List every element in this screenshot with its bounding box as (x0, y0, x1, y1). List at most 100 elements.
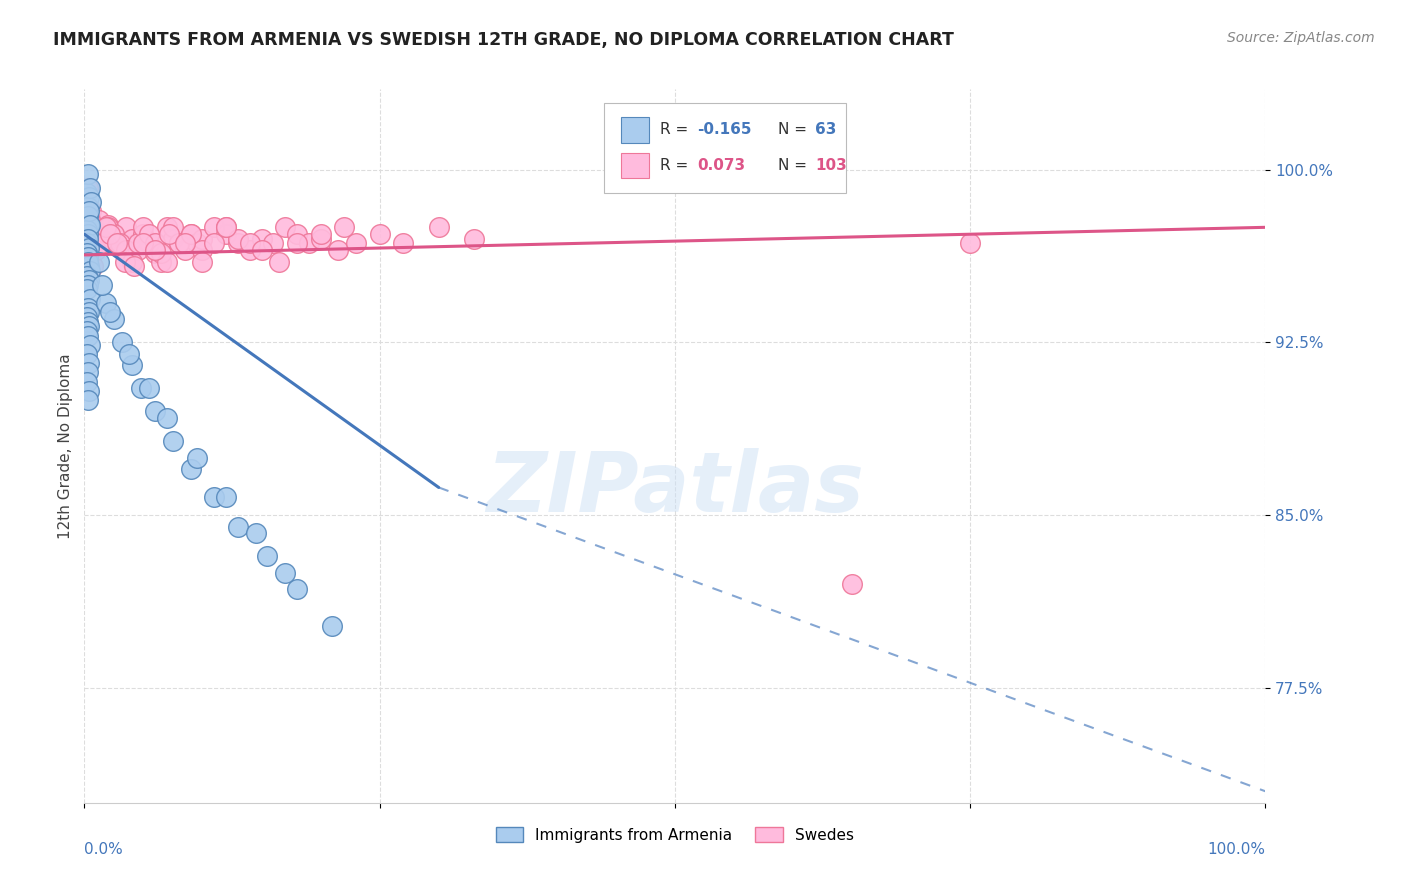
Point (321, 618, 343, 632)
Point (77, 227, 100, 242)
Point (298, 236, 321, 251)
Point (79, 222, 101, 236)
Point (91, 277, 114, 292)
Legend: Immigrants from Armenia, Swedes: Immigrants from Armenia, Swedes (489, 821, 860, 848)
Text: N =: N = (778, 122, 811, 137)
Point (76, 186, 98, 200)
Point (138, 236, 160, 251)
Point (91, 232, 114, 246)
Point (77, 241, 100, 255)
Point (79, 232, 101, 246)
Point (269, 255, 291, 269)
Point (77, 204, 100, 219)
Point (156, 255, 179, 269)
Point (127, 244, 149, 258)
Point (285, 236, 308, 251)
Point (245, 526, 267, 541)
Point (121, 255, 143, 269)
Point (841, 577, 863, 591)
Point (77, 181, 100, 195)
Point (114, 244, 136, 258)
Point (150, 255, 173, 269)
Point (77, 218, 100, 232)
Point (103, 227, 125, 242)
Point (84, 227, 107, 242)
Point (309, 232, 332, 246)
Point (143, 236, 166, 251)
Point (77, 250, 100, 264)
Point (167, 236, 190, 251)
Point (84, 244, 107, 258)
Text: 63: 63 (815, 122, 837, 137)
Point (309, 227, 332, 242)
Point (77, 232, 100, 246)
Point (108, 236, 131, 251)
Point (80, 245, 103, 260)
Point (333, 220, 356, 235)
Point (83, 220, 105, 235)
Point (463, 232, 485, 246)
Point (80, 255, 103, 269)
Point (111, 335, 134, 350)
Point (344, 236, 367, 251)
Point (162, 232, 184, 246)
Point (87, 232, 110, 246)
Point (274, 566, 297, 580)
Point (427, 220, 450, 235)
Point (79, 292, 101, 306)
Point (79, 241, 101, 255)
Text: ZIPatlas: ZIPatlas (486, 449, 863, 529)
Point (77, 167, 100, 181)
Point (108, 236, 131, 251)
Point (239, 244, 262, 258)
Point (173, 236, 195, 251)
Point (98, 227, 121, 242)
Point (87, 255, 110, 269)
Point (77, 250, 100, 264)
Point (103, 312, 125, 326)
Point (87, 213, 110, 227)
Point (132, 236, 155, 251)
Point (114, 220, 136, 235)
Point (202, 490, 225, 504)
Point (77, 356, 100, 370)
Point (77, 236, 100, 251)
Point (256, 549, 278, 564)
Point (226, 236, 249, 251)
Point (156, 411, 179, 425)
Point (959, 236, 981, 251)
Point (77, 384, 100, 398)
Point (262, 236, 284, 251)
Point (186, 236, 208, 251)
Point (138, 227, 160, 242)
Point (77, 218, 100, 232)
Point (127, 236, 149, 251)
Point (173, 244, 195, 258)
Point (79, 218, 101, 232)
Point (226, 232, 249, 246)
Point (77, 315, 100, 329)
Point (79, 181, 101, 195)
Point (80, 204, 103, 219)
Point (118, 347, 141, 361)
Point (82, 260, 104, 274)
Point (79, 337, 101, 351)
Text: 103: 103 (815, 158, 848, 173)
FancyBboxPatch shape (605, 103, 846, 193)
Point (162, 220, 184, 235)
Point (143, 245, 166, 260)
Text: 0.073: 0.073 (697, 158, 745, 173)
FancyBboxPatch shape (620, 117, 650, 143)
Point (94, 236, 117, 251)
Point (77, 260, 100, 274)
Point (156, 220, 179, 235)
Point (215, 490, 238, 504)
Point (202, 220, 225, 235)
Point (180, 227, 202, 242)
Point (76, 268, 98, 283)
Point (76, 324, 98, 338)
Point (162, 434, 184, 449)
Point (143, 404, 166, 418)
Point (76, 310, 98, 324)
Point (250, 232, 273, 246)
